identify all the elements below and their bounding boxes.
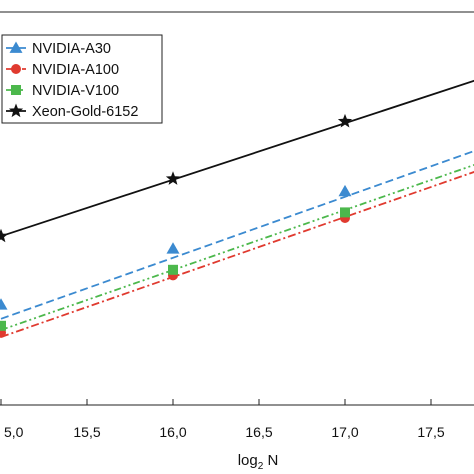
plot-frame [0,11,474,406]
data-point-xeon-gold-6152-2 [337,113,353,128]
data-point-nvidia-a30-0 [0,298,8,310]
series-line-nvidia-a30 [0,150,474,320]
x-tick-label: 16,5 [245,424,272,440]
data-point-nvidia-a30-2 [338,184,352,197]
legend-marker-nvidia-a30 [9,41,23,53]
series-line-xeon-gold-6152 [0,79,474,238]
data-point-nvidia-v100-1 [168,264,178,275]
data-point-nvidia-v100-0 [0,320,6,331]
series-line-nvidia-v100 [0,164,474,331]
x-tick-label: 17,0 [331,424,358,440]
legend-marker-nvidia-v100 [11,85,21,95]
legend-box [1,34,163,124]
x-axis-label: log2 N [238,452,279,472]
x-tick-label: 15,5 [73,424,100,440]
legend-label-xeon-gold-6152: Xeon-Gold-6152 [32,104,138,120]
legend-label-nvidia-a30: NVIDIA-A30 [32,41,111,57]
legend-marker-xeon-gold-6152 [8,103,24,118]
legend-label-nvidia-a100: NVIDIA-A100 [32,62,119,78]
x-tick-label: 5,0 [4,424,24,440]
x-tick-label: 16,0 [159,424,186,440]
data-point-xeon-gold-6152-1 [165,171,181,185]
series-line-nvidia-a100 [0,171,474,338]
legend-label-nvidia-v100: NVIDIA-V100 [32,83,119,99]
x-tick-label: 17,5 [417,424,444,440]
data-point-nvidia-v100-2 [340,207,350,218]
data-point-nvidia-a30-1 [166,242,180,254]
data-point-xeon-gold-6152-0 [0,228,9,243]
legend-marker-nvidia-a100 [11,64,21,74]
